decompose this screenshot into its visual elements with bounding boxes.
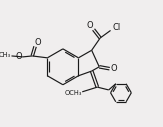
Text: OCH₃: OCH₃ <box>65 90 82 96</box>
Text: Cl: Cl <box>112 23 120 32</box>
Text: O: O <box>16 52 22 61</box>
Text: O: O <box>35 38 41 47</box>
Text: O: O <box>86 21 93 30</box>
Text: CH₃: CH₃ <box>0 52 11 58</box>
Text: O: O <box>110 64 117 73</box>
